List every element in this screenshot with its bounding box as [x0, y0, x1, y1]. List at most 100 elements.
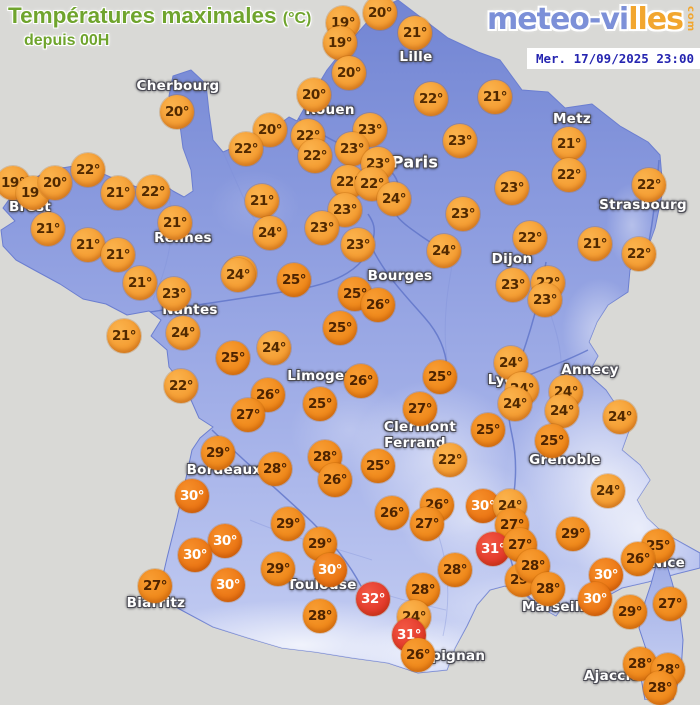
temp-bubble-25: 25°: [471, 413, 505, 447]
temp-bubble-24: 24°: [257, 331, 291, 365]
temp-bubble-20: 20°: [160, 95, 194, 129]
temp-bubble-28: 28°: [303, 599, 337, 633]
city-label-dijon: Dijon: [491, 251, 533, 267]
city-label-bourges: Bourges: [367, 268, 433, 284]
temp-bubble-19: 19°: [323, 26, 357, 60]
temp-bubble-30: 30°: [466, 489, 500, 523]
city-label-paris: Paris: [391, 152, 439, 172]
temp-bubble-22: 22°: [136, 175, 170, 209]
city-label-ferrand: Ferrand: [384, 435, 446, 451]
temp-bubble-21: 21°: [101, 176, 135, 210]
temp-bubble-21: 21°: [31, 212, 65, 246]
temp-bubble-24: 24°: [603, 400, 637, 434]
temp-bubble-25: 25°: [277, 263, 311, 297]
city-label-metz: Metz: [552, 111, 592, 127]
temp-bubble-28: 28°: [438, 553, 472, 587]
temp-bubble-30: 30°: [578, 582, 612, 616]
river-loire-upper: [370, 245, 448, 369]
temp-bubble-22: 22°: [298, 139, 332, 173]
temp-bubble-24: 24°: [166, 316, 200, 350]
temp-bubble-22: 22°: [622, 237, 656, 271]
temp-bubble-25: 25°: [216, 341, 250, 375]
river-rhine: [647, 159, 660, 249]
temp-bubble-22: 22°: [164, 369, 198, 403]
temp-bubble-21: 21°: [245, 184, 279, 218]
temp-bubble-26: 26°: [401, 638, 435, 672]
temp-bubble-22: 22°: [433, 443, 467, 477]
city-label-lille: Lille: [399, 49, 433, 65]
temp-bubble-21: 21°: [552, 127, 586, 161]
logo-suffix-com: com: [685, 6, 696, 33]
temp-bubble-23: 23°: [495, 171, 529, 205]
temp-bubble-24: 24°: [498, 387, 532, 421]
temp-bubble-32: 32°: [356, 582, 390, 616]
temp-bubble-21: 21°: [71, 228, 105, 262]
temp-bubble-22: 22°: [71, 153, 105, 187]
datetime-bar: Mer. 17/09/2025 23:00: [526, 48, 700, 69]
page-title: Températures maximales: [8, 3, 277, 28]
city-label-limoges: Limoges: [287, 368, 353, 384]
temp-bubble-29: 29°: [556, 517, 590, 551]
temp-bubble-29: 29°: [201, 436, 235, 470]
temp-bubble-26: 26°: [318, 463, 352, 497]
temp-bubble-20: 20°: [363, 0, 397, 30]
temp-bubble-23: 23°: [341, 228, 375, 262]
temp-bubble-22: 22°: [229, 132, 263, 166]
temp-bubble-26: 26°: [621, 542, 655, 576]
temp-bubble-24: 24°: [377, 182, 411, 216]
temp-bubble-27: 27°: [410, 507, 444, 541]
temp-bubble-22: 22°: [632, 168, 666, 202]
temp-bubble-30: 30°: [178, 538, 212, 572]
temp-bubble-28: 28°: [643, 671, 677, 705]
title-unit: (°C): [282, 10, 312, 27]
temp-bubble-26: 26°: [344, 364, 378, 398]
logo-text-orange: lles: [628, 2, 684, 37]
temp-bubble-24: 24°: [427, 234, 461, 268]
temp-bubble-21: 21°: [123, 266, 157, 300]
temp-bubble-25: 25°: [535, 424, 569, 458]
temp-bubble-21: 21°: [398, 16, 432, 50]
temp-bubble-26: 26°: [375, 496, 409, 530]
map-title: Températures maximales (°C) depuis 00H: [8, 3, 311, 50]
temp-bubble-23: 23°: [496, 268, 530, 302]
temp-bubble-21: 21°: [107, 319, 141, 353]
temp-bubble-30: 30°: [175, 479, 209, 513]
temp-bubble-27: 27°: [653, 587, 687, 621]
temp-bubble-24: 24°: [545, 394, 579, 428]
temp-bubble-20: 20°: [332, 56, 366, 90]
river-loire: [149, 213, 375, 313]
temp-bubble-25: 25°: [423, 360, 457, 394]
temp-bubble-27: 27°: [231, 398, 265, 432]
temp-bubble-29: 29°: [613, 595, 647, 629]
temp-bubble-21: 21°: [478, 80, 512, 114]
temp-bubble-30: 30°: [208, 524, 242, 558]
temp-bubble-24: 24°: [221, 258, 255, 292]
temp-bubble-30: 30°: [313, 553, 347, 587]
temp-bubble-27: 27°: [403, 392, 437, 426]
temp-bubble-24: 24°: [591, 474, 625, 508]
city-label-clermont: Clermont: [383, 419, 457, 435]
page-subtitle: depuis 00H: [24, 32, 110, 49]
temp-bubble-24: 24°: [253, 216, 287, 250]
logo-text-blue: meteo-vi: [487, 2, 629, 37]
temp-bubble-25: 25°: [361, 449, 395, 483]
river-garonne: [211, 429, 362, 587]
temp-bubble-25: 25°: [323, 311, 357, 345]
temp-bubble-20: 20°: [38, 166, 72, 200]
temp-bubble-26: 26°: [361, 288, 395, 322]
city-label-strasbourg: Strasbourg: [599, 197, 687, 213]
temp-bubble-23: 23°: [157, 277, 191, 311]
temp-bubble-20: 20°: [297, 78, 331, 112]
temp-bubble-22: 22°: [552, 158, 586, 192]
temp-bubble-23: 23°: [305, 211, 339, 245]
meteo-villes-logo[interactable]: meteo-villes com: [487, 2, 696, 37]
temp-bubble-27: 27°: [138, 569, 172, 603]
city-label-biarritz: Biarritz: [126, 595, 186, 611]
temp-bubble-22: 22°: [513, 221, 547, 255]
temp-bubble-25: 25°: [303, 387, 337, 421]
temp-bubble-22: 22°: [414, 82, 448, 116]
temp-bubble-26: 26°: [251, 378, 285, 412]
city-label-annecy: Annecy: [561, 362, 619, 378]
temp-bubble-21: 21°: [158, 206, 192, 240]
